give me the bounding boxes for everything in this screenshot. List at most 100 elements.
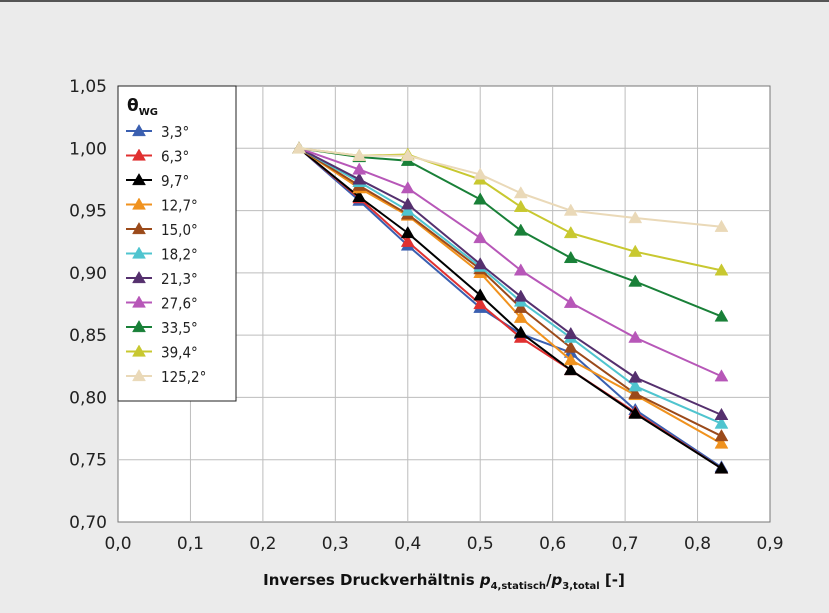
data-point [513,223,528,236]
data-point [628,211,643,224]
data-point [563,225,578,239]
xlabel-p4-sub: 4,statisch [491,581,546,592]
data-point [628,379,643,392]
series-line [298,147,722,318]
data-point [628,330,643,343]
x-axis-label: Inverses Druckverhältnis p4,statisch/p3,… [263,571,625,592]
x-tick-label: 0,7 [612,534,639,554]
data-point [714,263,729,276]
data-point [714,369,729,382]
legend-swatch-marker [132,295,146,308]
x-tick-label: 0,9 [756,534,783,554]
data-point [513,310,528,323]
xlabel-p3-sub: 3,total [562,581,599,592]
legend-item: 3,3° [126,123,189,141]
xlabel-p3: p [551,571,563,589]
data-point [473,288,488,301]
data-point [473,192,488,205]
y-tick-label: 1,00 [69,139,107,159]
y-tick-label: 0,75 [69,451,107,471]
x-tick-label: 0,0 [104,534,131,554]
legend-swatch-marker [132,368,146,382]
data-point [628,386,643,399]
data-point [513,199,528,212]
legend-item: 12,7° [126,197,198,215]
data-point [714,219,729,232]
series-8 [292,141,729,382]
top-rule [0,0,829,2]
x-tick-label: 0,8 [684,534,711,554]
x-axis-ticks: 0,0 0,1 0,2 0,3 0,4 0,5 0,6 0,7 0,8 0,9 [104,534,783,554]
data-point [400,225,415,239]
legend-item: 27,6° [126,295,198,313]
x-tick-label: 0,3 [322,534,349,554]
legend-swatch-marker [132,172,146,186]
data-point [714,407,729,420]
legend-item: 39,4° [126,344,198,362]
xlabel-prefix: Inverses Druckverhältnis [263,571,480,589]
data-point [352,172,367,185]
data-point [292,141,307,154]
data-point [513,263,528,276]
series-line [298,147,722,437]
legend-item: 33,5° [126,319,198,337]
legend-swatch-marker [132,123,146,137]
legend-label: 18,2° [161,246,198,264]
x-tick-label: 0,5 [467,534,494,554]
legend-item: 125,2° [126,368,206,386]
data-point [400,148,415,161]
legend-swatch-marker [132,270,146,284]
data-point [628,244,643,257]
data-point [513,325,528,338]
series-line [298,147,722,445]
series-line [298,147,722,470]
y-tick-label: 0,90 [69,264,107,284]
data-point [563,353,578,366]
legend-swatch-marker [132,148,146,161]
data-point [400,197,415,210]
data-point [400,181,415,194]
legend-label: 33,5° [161,319,198,337]
data-point [513,300,528,313]
data-point [563,326,578,340]
series-11 [292,141,729,232]
legend-items: 3,3° 6,3° 9,7° 12,7° 15,0° 18,2° 21,3° 27,6° 33,… [126,123,206,386]
legend-label: 9,7° [161,172,189,190]
legend-label: 15,0° [161,221,198,239]
data-point [513,186,528,199]
data-point [400,203,415,216]
data-point [513,289,528,302]
legend-item: 15,0° [126,221,198,239]
legend-item: 21,3° [126,270,198,288]
data-point [473,167,488,180]
series-line [298,147,722,378]
series-line [298,147,722,228]
data-point [563,250,578,264]
data-point [714,461,729,474]
y-tick-label: 0,80 [69,388,107,408]
data-point [714,416,729,429]
legend-title: θWG [127,96,158,118]
data-point [563,203,578,216]
legend-swatch-marker [132,246,146,259]
xlabel-unit: [-] [600,571,625,589]
data-point [473,230,488,244]
y-tick-label: 0,95 [69,202,107,222]
legend-swatch-marker [132,197,146,210]
legend-title-sub: WG [139,107,158,118]
data-point [473,257,488,270]
legend-label: 6,3° [161,148,189,166]
legend-swatch-marker [132,344,146,357]
series-line [298,147,722,416]
legend-item: 9,7° [126,172,189,190]
data-point [714,309,729,322]
data-point [714,429,729,442]
x-tick-label: 0,4 [394,534,421,554]
series-group [292,141,729,474]
legend: θWG 3,3° 6,3° 9,7° 12,7° 15,0° 18,2° 21,3° 27,6… [117,85,237,402]
data-point [352,148,367,161]
data-point [400,234,415,247]
legend-label: 27,6° [161,295,198,313]
legend-swatch-marker [132,319,146,333]
